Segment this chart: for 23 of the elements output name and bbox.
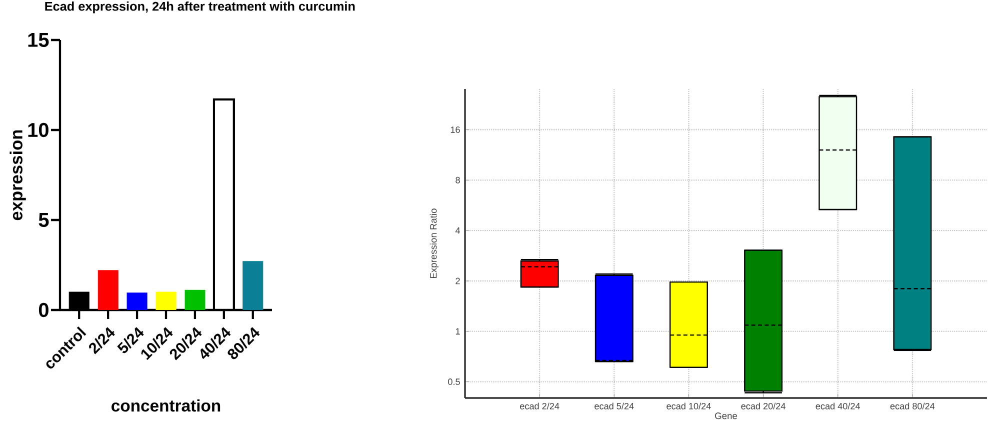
y-tick-label: 8 — [456, 176, 460, 184]
y-tick-label: 10 — [28, 122, 48, 138]
bar — [242, 261, 264, 310]
x-tick-label: ecad 5/24 — [594, 402, 634, 410]
bar — [184, 290, 206, 310]
x-tick-label: ecad 2/24 — [520, 402, 560, 410]
y-tick-label: 0.5 — [448, 378, 460, 385]
y-tick-label: 0 — [38, 302, 48, 318]
chart-title: Ecad expression, 24h after treatment with curcumin — [45, 1, 355, 14]
x-tick-label: ecad 10/24 — [666, 402, 711, 410]
y-axis-title: expression — [10, 130, 26, 220]
y-tick-label: 4 — [455, 227, 460, 234]
y-tick-label: 16 — [450, 126, 460, 133]
x-tick-label: ecad 40/24 — [816, 402, 860, 410]
y-axis-title: Expression Ratio — [430, 208, 439, 278]
y-tick-label: 15 — [28, 33, 49, 47]
y-tick-label: 5 — [38, 213, 49, 227]
x-axis-title: concentration — [112, 399, 220, 412]
y-tick-label: 2 — [456, 278, 460, 284]
x-tick-label: ecad 20/24 — [741, 402, 786, 410]
x-tick-label: ecad 80/24 — [890, 402, 935, 410]
x-axis-title: Gene — [715, 412, 737, 420]
y-tick-label: 1 — [456, 328, 460, 334]
